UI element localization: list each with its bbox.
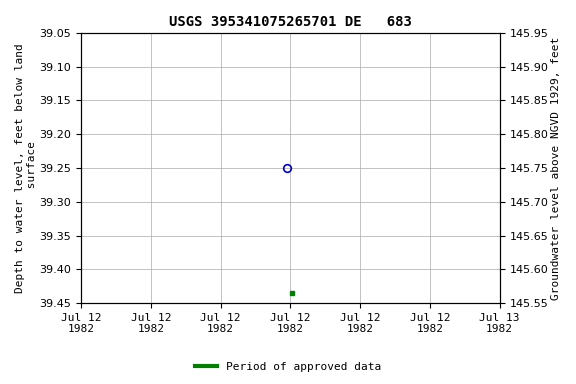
Y-axis label: Groundwater level above NGVD 1929, feet: Groundwater level above NGVD 1929, feet (551, 36, 561, 300)
Title: USGS 395341075265701 DE   683: USGS 395341075265701 DE 683 (169, 15, 412, 29)
Legend: Period of approved data: Period of approved data (191, 358, 385, 377)
Y-axis label: Depth to water level, feet below land
 surface: Depth to water level, feet below land su… (15, 43, 37, 293)
